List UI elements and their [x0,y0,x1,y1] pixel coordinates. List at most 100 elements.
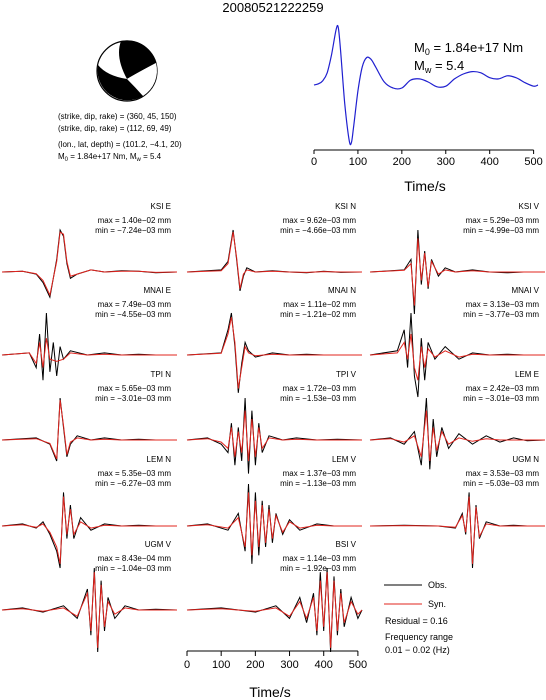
synthetic-trace [1,496,177,564]
station-label: LEM E [515,370,539,379]
synthetic-trace [186,232,362,289]
max-amplitude: max = 7.49e−03 mm [98,300,172,309]
waveform-tick-label: 0 [184,659,190,671]
min-amplitude: min = −4.66e−03 mm [280,226,356,235]
waveform-x-axis-label: Time/s [249,684,290,700]
max-amplitude: max = 3.13e−03 mm [466,300,540,309]
figure-title: 20080521222259 [222,0,323,15]
waveform-tick-label: 300 [280,659,298,671]
waveform-tick-label: 100 [212,659,230,671]
min-amplitude: min = −4.99e−03 mm [463,226,539,235]
synthetic-trace [1,231,178,297]
max-amplitude: max = 1.72e−03 mm [283,384,357,393]
stf-tick-label: 300 [437,156,455,168]
min-amplitude: min = −1.13e−03 mm [280,479,356,488]
waveform-tick-label: 400 [315,659,333,671]
max-amplitude: max = 5.29e−03 mm [466,216,540,225]
mechanism-line-2: (strike, dip, rake) = (112, 69, 49) [58,124,172,133]
min-amplitude: min = −6.27e−03 mm [95,479,171,488]
legend-syn-label: Syn. [428,599,446,609]
frequency-range-label: Frequency range [385,632,453,642]
max-amplitude: max = 2.42e−03 mm [466,384,540,393]
max-amplitude: max = 5.35e−03 mm [98,469,172,478]
observed-trace [1,567,178,653]
max-amplitude: max = 1.37e−03 mm [283,469,357,478]
synthetic-trace [1,338,177,368]
mechanism-line-3: (lon., lat, depth) = (101.2, −4.1, 20) [58,140,182,149]
min-amplitude: min = −1.21e−02 mm [280,310,356,319]
station-label: TPI V [336,370,357,379]
residual-text: Residual = 0.16 [385,616,448,626]
stf-plot: 0 100 200 300 400 500 [311,24,543,168]
stf-tick-label: 400 [481,156,499,168]
min-amplitude: min = −1.04e−03 mm [95,564,171,573]
synthetic-trace [186,317,362,389]
waveform-x-axis: 0 100 200 300 400 500 [184,650,367,671]
beachball-icon [96,40,158,102]
synthetic-trace [1,400,177,460]
min-amplitude: min = −3.77e−03 mm [463,310,539,319]
observed-trace [369,492,545,569]
min-amplitude: min = −1.92e−03 mm [280,564,356,573]
max-amplitude: max = 1.40e−02 mm [98,216,172,225]
station-label: MNAI E [143,286,171,295]
observed-trace [1,397,177,462]
waveform-tick-label: 500 [349,659,367,671]
stf-tick-label: 100 [349,156,367,168]
synthetic-trace [186,410,362,462]
station-label: UGM N [512,455,539,464]
max-amplitude: max = 5.65e−03 mm [98,384,172,393]
station-label: MNAI N [328,286,356,295]
stf-x-axis-label: Time/s [404,178,445,194]
station-label: KSI V [519,202,540,211]
min-amplitude: min = −3.01e−03 mm [95,394,171,403]
station-label: LEM N [147,455,172,464]
max-amplitude: max = 8.43e−04 mm [98,554,172,563]
frequency-range-value: 0.01 − 0.02 (Hz) [385,645,450,655]
station-label: UGM V [145,540,172,549]
max-amplitude: max = 1.11e−02 mm [283,300,356,309]
legend: Obs. Syn. Residual = 0.16 Frequency rang… [384,580,453,655]
station-label: TPI N [151,370,172,379]
stf-series-line [313,24,539,146]
synthetic-trace [369,238,545,306]
observed-trace [186,312,362,393]
min-amplitude: min = −4.55e−03 mm [95,310,171,319]
min-amplitude: min = −1.53e−03 mm [280,394,356,403]
stf-tick-label: 500 [524,156,542,168]
waveform-tick-label: 200 [246,659,264,671]
station-label: KSI N [335,202,356,211]
min-amplitude: min = −3.01e−03 mm [463,394,539,403]
synthetic-trace [186,492,362,556]
synthetic-trace [1,572,177,648]
synthetic-trace [369,496,545,564]
max-amplitude: max = 1.14e−03 mm [283,554,357,563]
legend-obs-label: Obs. [428,580,447,590]
max-amplitude: max = 3.53e−03 mm [466,469,540,478]
min-amplitude: min = −5.03e−03 mm [463,479,539,488]
station-label: LEM V [332,455,357,464]
stf-m0-annotation: M0 = 1.84e+17 Nm [414,40,523,57]
mechanism-line-1: (strike, dip, rake) = (360, 45, 150) [58,112,177,121]
station-label: KSI E [151,202,171,211]
mechanism-line-4: M0 = 1.84e+17 Nm, Mw = 5.4 [58,152,162,163]
stf-mw-annotation: Mw = 5.4 [414,58,464,75]
station-label: MNAI V [511,286,539,295]
stf-tick-label: 0 [311,156,317,168]
stf-tick-label: 200 [393,156,411,168]
synthetic-trace [369,410,545,462]
synthetic-trace [186,572,363,648]
